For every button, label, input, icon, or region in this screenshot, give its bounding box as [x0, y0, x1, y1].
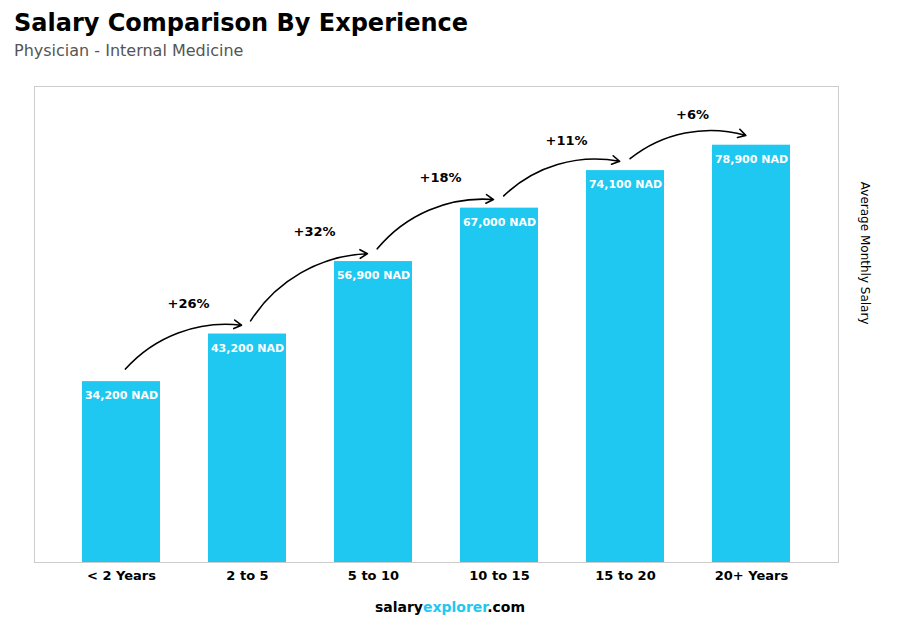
svg-text:43,200 NAD: 43,200 NAD: [211, 342, 284, 355]
svg-text:34,200 NAD: 34,200 NAD: [85, 389, 158, 402]
svg-text:+6%: +6%: [676, 107, 709, 122]
svg-text:15 to 20: 15 to 20: [595, 568, 655, 583]
svg-text:2 to 5: 2 to 5: [226, 568, 268, 583]
svg-text:10 to 15: 10 to 15: [469, 568, 529, 583]
svg-text:56,900 NAD: 56,900 NAD: [337, 269, 410, 282]
svg-text:+32%: +32%: [293, 224, 335, 239]
svg-text:+18%: +18%: [419, 170, 461, 185]
html-text:Salary Comparison By Experienc: Salary Comparison By Experience: [14, 9, 469, 37]
svg-text:67,000 NAD: 67,000 NAD: [463, 216, 536, 229]
svg-text:< 2 Years: < 2 Years: [87, 568, 156, 583]
svg-text:+11%: +11%: [545, 133, 587, 148]
svg-text:74,100 NAD: 74,100 NAD: [589, 178, 662, 191]
svg-text:+26%: +26%: [167, 296, 209, 311]
html-text:salary explorer.com: salary explorer.com: [374, 599, 526, 615]
svg-text:5 to 10: 5 to 10: [348, 568, 399, 583]
svg-text:20+ Years: 20+ Years: [715, 568, 789, 583]
html-text:Physician - Internal Medicine: Physician - Internal Medicine: [14, 41, 244, 60]
svg-text:78,900 NAD: 78,900 NAD: [715, 153, 788, 166]
svg-text:Average Monthly Salary: Average Monthly Salary: [858, 182, 872, 325]
